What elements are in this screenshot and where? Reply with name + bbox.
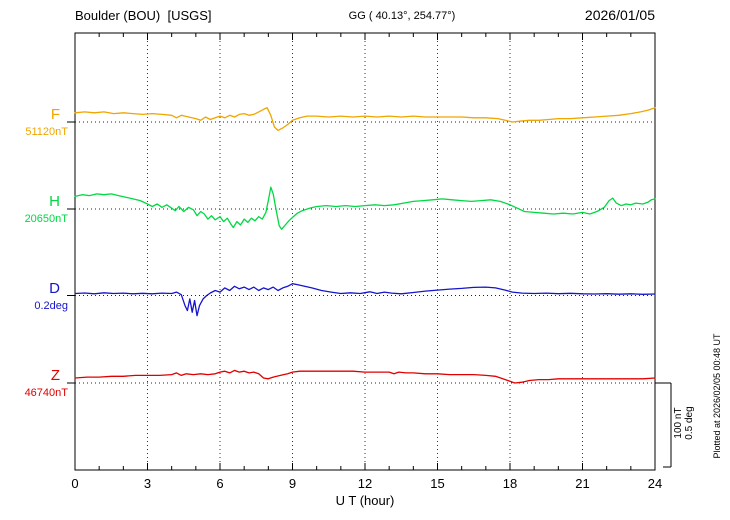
x-tick-label-12: 12 bbox=[357, 476, 373, 491]
scale-bar-label: 100 nT 0.5 deg bbox=[673, 406, 695, 439]
x-tick-label-6: 6 bbox=[216, 476, 224, 491]
observatory-title: Boulder (BOU) [USGS] bbox=[75, 8, 212, 23]
trace-Z bbox=[74, 369, 656, 384]
geographic-coords: GG ( 40.13°, 254.77°) bbox=[348, 10, 456, 22]
x-tick-label-15: 15 bbox=[430, 476, 445, 491]
series-baseline-value-D: 0.2deg bbox=[34, 299, 68, 312]
plot-frame bbox=[74, 32, 656, 471]
series-label-Z: Z bbox=[50, 367, 60, 384]
series-label-D: D bbox=[49, 279, 60, 297]
trace-D bbox=[74, 283, 656, 317]
scale-bar-label-deg: 0.5 deg bbox=[684, 406, 695, 440]
plotted-at-label: Plotted at 2026/02/05 00:48 UT bbox=[712, 333, 722, 459]
series-label-F: F bbox=[50, 106, 60, 123]
date-label: 2026/01/05 bbox=[584, 7, 655, 23]
x-tick-label-3: 3 bbox=[143, 476, 152, 491]
x-axis-title: U T (hour) bbox=[335, 493, 395, 508]
trace-H bbox=[74, 186, 656, 230]
x-tick-label-0: 0 bbox=[71, 476, 79, 491]
trace-F bbox=[74, 107, 656, 132]
series-baseline-value-F: 51120nT bbox=[25, 126, 68, 138]
x-tick-label-18: 18 bbox=[502, 476, 518, 491]
scale-bar-label-nt: 100 nT bbox=[673, 407, 684, 439]
series-baseline-value-H: 20650nT bbox=[24, 213, 68, 225]
x-tick-label-9: 9 bbox=[288, 476, 297, 491]
series-baseline-value-Z: 46740nT bbox=[24, 387, 68, 399]
series-label-H: H bbox=[49, 193, 60, 210]
x-tick-label-24: 24 bbox=[647, 476, 663, 491]
x-tick-label-21: 21 bbox=[575, 476, 590, 491]
